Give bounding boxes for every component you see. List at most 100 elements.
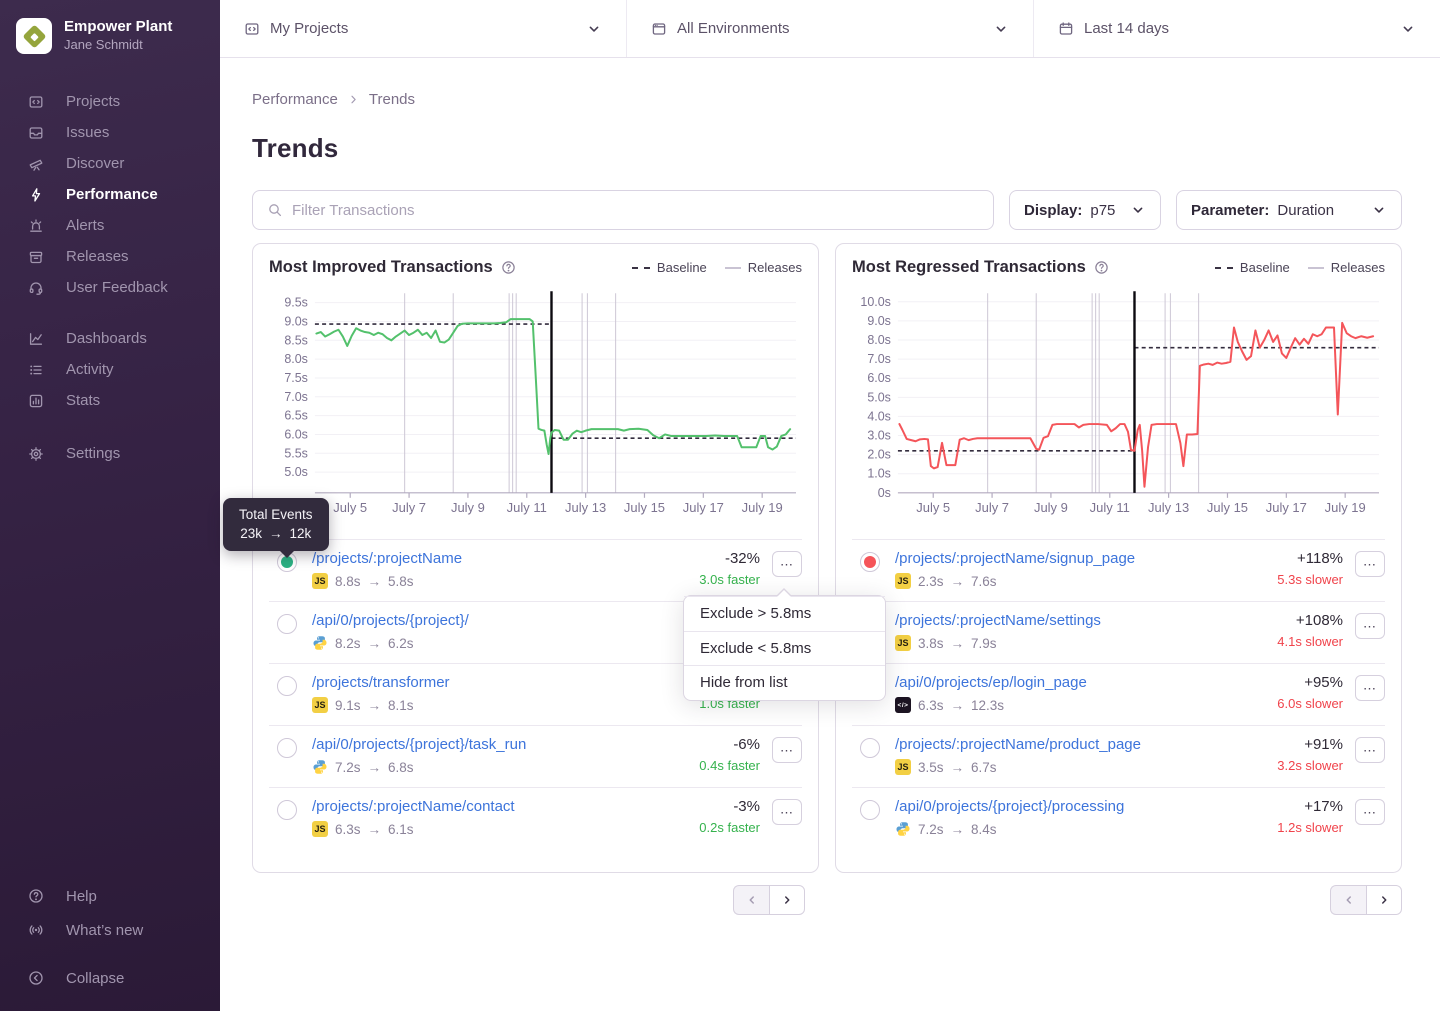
chevron-down-icon [586, 21, 602, 37]
svg-text:July 19: July 19 [1325, 500, 1366, 515]
settings-icon [27, 445, 45, 463]
transaction-link[interactable]: /api/0/projects/{project}/processing [895, 798, 1125, 815]
transaction-change: +108% 4.1s slower [1259, 612, 1343, 649]
transaction-row: /projects/:projectName/product_page JS 3.5… [852, 725, 1385, 787]
sidebar-item-projects[interactable]: Projects [0, 86, 220, 117]
question-circle-icon[interactable] [501, 260, 516, 275]
transaction-radio[interactable] [860, 800, 880, 820]
most-regressed-panel: Most Regressed Transactions Baseline Rel… [835, 243, 1402, 873]
transaction-link[interactable]: /api/0/projects/{project}/ [312, 612, 469, 629]
sidebar-item-user-feedback[interactable]: User Feedback [0, 272, 220, 303]
sidebar-item-performance[interactable]: Performance [0, 179, 220, 210]
arrow-right-icon: → [269, 526, 283, 541]
sidebar-item-label: Settings [66, 445, 121, 462]
arrow-right-icon: → [950, 573, 965, 589]
sidebar-nav-settings: Settings [0, 438, 220, 469]
svg-text:July 7: July 7 [975, 500, 1009, 515]
sidebar-item-issues[interactable]: Issues [0, 117, 220, 148]
transaction-menu-button[interactable]: ⋯ [1355, 551, 1385, 577]
svg-text:July 9: July 9 [1034, 500, 1068, 515]
search-input[interactable] [292, 201, 979, 219]
transaction-radio[interactable] [860, 552, 880, 572]
svg-text:5.0s: 5.0s [284, 465, 308, 479]
sidebar-item-label: Help [66, 887, 97, 905]
parameter-value: Duration [1277, 201, 1335, 219]
environment-filter-dropdown[interactable]: All Environments [627, 0, 1034, 57]
sidebar-item-dashboards[interactable]: Dashboards [0, 323, 220, 354]
next-page-button[interactable] [769, 885, 805, 915]
breadcrumb-performance[interactable]: Performance [252, 91, 338, 108]
sidebar-item-activity[interactable]: Activity [0, 354, 220, 385]
sidebar-item-stats[interactable]: Stats [0, 385, 220, 416]
duration-from: 2.3s [918, 573, 944, 589]
svg-text:1.0s: 1.0s [867, 467, 891, 481]
transaction-menu-button[interactable]: ⋯ [1355, 675, 1385, 701]
svg-text:2.0s: 2.0s [867, 448, 891, 462]
change-delta: 0.2s faster [699, 820, 760, 835]
chart-legend: Baseline Releases [631, 260, 802, 275]
transaction-menu-button[interactable]: ⋯ [1355, 613, 1385, 639]
breadcrumb-trends[interactable]: Trends [368, 91, 416, 108]
previous-page-button[interactable] [1330, 885, 1366, 915]
chevron-down-icon [1130, 202, 1146, 218]
duration-to: 8.4s [971, 821, 997, 837]
transaction-menu-button[interactable]: ⋯ [772, 799, 802, 825]
tooltip-caret [279, 550, 295, 558]
date-range-dropdown[interactable]: Last 14 days [1034, 0, 1440, 57]
context-menu-item-3[interactable]: Hide from list [684, 665, 885, 700]
next-page-button[interactable] [1366, 885, 1402, 915]
breadcrumb-separator-icon [347, 93, 360, 106]
sidebar-item-what-s-new[interactable]: What’s new [0, 913, 220, 947]
svg-text:9.0s: 9.0s [867, 314, 891, 328]
transaction-change: -32% 3.0s faster [676, 550, 760, 587]
transaction-menu-button[interactable]: ⋯ [772, 551, 802, 577]
sidebar-item-releases[interactable]: Releases [0, 241, 220, 272]
transaction-link[interactable]: /api/0/projects/{project}/task_run [312, 736, 527, 753]
transaction-durations: JS 6.3s → 6.1s [312, 821, 668, 837]
org-switcher[interactable]: Empower Plant Jane Schmidt [0, 0, 220, 68]
svg-text:7.0s: 7.0s [284, 390, 308, 404]
previous-page-button[interactable] [733, 885, 769, 915]
transaction-radio[interactable] [277, 676, 297, 696]
improved-panel-header: Most Improved Transactions Baseline Rele… [269, 258, 802, 277]
stats-icon [27, 392, 45, 410]
transaction-search[interactable] [252, 190, 994, 230]
transaction-radio[interactable] [277, 738, 297, 758]
environments-icon [651, 21, 667, 37]
parameter-dropdown[interactable]: Parameter: Duration [1176, 190, 1402, 230]
alerts-icon [27, 217, 45, 235]
transaction-menu-button[interactable]: ⋯ [1355, 799, 1385, 825]
transaction-link[interactable]: /projects/:projectName/product_page [895, 736, 1141, 753]
transaction-radio[interactable] [277, 614, 297, 634]
transaction-link[interactable]: /projects/:projectName/settings [895, 612, 1101, 629]
transaction-radio[interactable] [277, 800, 297, 820]
project-filter-dropdown[interactable]: My Projects [220, 0, 627, 57]
svg-text:July 11: July 11 [1090, 500, 1130, 515]
transaction-link[interactable]: /projects/transformer [312, 674, 450, 691]
transaction-radio[interactable] [860, 738, 880, 758]
display-dropdown[interactable]: Display: p75 [1009, 190, 1161, 230]
releases-line-icon [1307, 266, 1324, 269]
transaction-link[interactable]: /projects/:projectName/signup_page [895, 550, 1136, 567]
release-lines [987, 293, 1200, 493]
legend-baseline: Baseline [1214, 260, 1290, 275]
tooltip-title: Total Events [239, 507, 313, 522]
collapse-icon [27, 969, 45, 987]
transaction-row: /api/0/projects/{project}/task_run 7.2s → 6… [269, 725, 802, 787]
transaction-link[interactable]: /projects/:projectName/contact [312, 798, 515, 815]
question-circle-icon[interactable] [1094, 260, 1109, 275]
org-user: Jane Schmidt [64, 36, 143, 52]
sidebar-item-settings[interactable]: Settings [0, 438, 220, 469]
transaction-link[interactable]: /api/0/projects/ep/login_page [895, 674, 1087, 691]
transaction-menu-button[interactable]: ⋯ [1355, 737, 1385, 763]
sidebar-item-alerts[interactable]: Alerts [0, 210, 220, 241]
sidebar-item-collapse[interactable]: Collapse [0, 961, 220, 995]
sidebar-item-discover[interactable]: Discover [0, 148, 220, 179]
transaction-menu-button[interactable]: ⋯ [772, 737, 802, 763]
sidebar-item-help[interactable]: Help [0, 879, 220, 913]
context-menu-item-2[interactable]: Exclude < 5.8ms [684, 630, 885, 666]
transaction-link[interactable]: /projects/:projectName [312, 550, 463, 567]
legend-baseline: Baseline [631, 260, 707, 275]
context-menu-item-1[interactable]: Exclude > 5.8ms [684, 596, 885, 631]
series-line [898, 321, 1375, 488]
